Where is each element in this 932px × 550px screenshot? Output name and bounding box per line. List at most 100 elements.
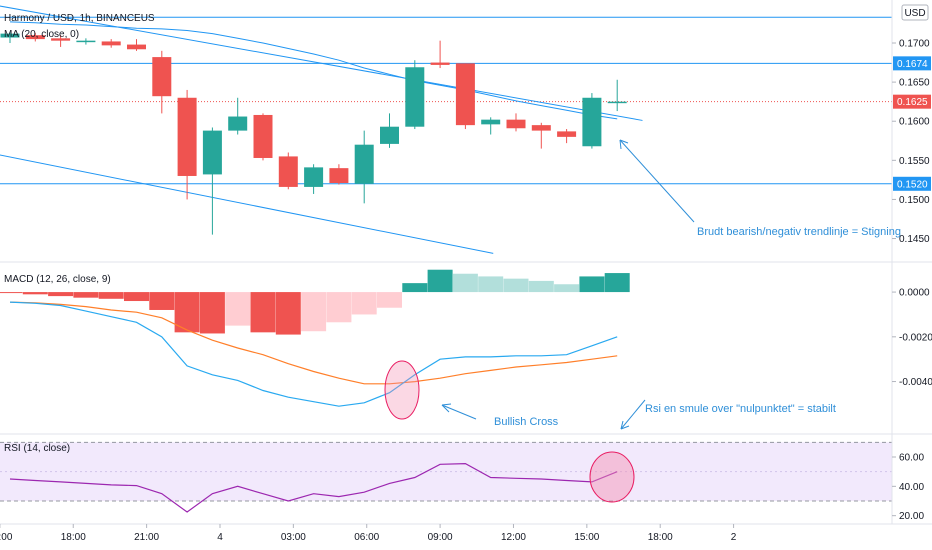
- candle-body: [0, 33, 20, 38]
- price-axis-tick-label: 0.1500: [899, 195, 930, 206]
- rsi-axis-tick-label: 20.00: [899, 511, 924, 522]
- macd-histogram-bar: [503, 278, 529, 293]
- rsi-axis[interactable]: 60.00 40.00 20.00: [892, 453, 924, 523]
- candle[interactable]: [51, 35, 71, 47]
- macd-histogram-bar: [22, 292, 48, 295]
- macd-histogram-bar: [98, 292, 124, 299]
- candle[interactable]: [177, 89, 197, 200]
- time-axis-tick-label: 2: [731, 532, 737, 543]
- candle[interactable]: [101, 39, 121, 48]
- macd-histogram-bar: [149, 292, 175, 310]
- rsi-pane: [0, 441, 892, 513]
- bullish-cross-circle: [384, 360, 420, 420]
- price-tag: 0.1625: [893, 94, 931, 109]
- trendline[interactable]: [0, 0, 643, 121]
- price-axis-tick-label: 0.1450: [899, 234, 930, 245]
- candle-body: [354, 144, 374, 184]
- time-axis-tick-label: 12:00: [501, 532, 526, 543]
- macd-histogram-bar: [604, 273, 630, 293]
- rsi-note: Rsi en smule over "nulpunktet" = stabilt: [645, 403, 836, 415]
- price-tag: 0.1674: [893, 56, 931, 71]
- macd-signal-line[interactable]: [9, 301, 618, 385]
- candle[interactable]: [607, 79, 627, 112]
- candle[interactable]: [0, 32, 20, 44]
- candlesticks: [0, 32, 627, 235]
- rsi-line[interactable]: [9, 462, 618, 513]
- candle[interactable]: [278, 152, 298, 190]
- macd-axis[interactable]: 0.0000 -0.0020 -0.0040: [892, 288, 932, 388]
- candle[interactable]: [329, 164, 349, 185]
- ma-legend[interactable]: MA (20, close, 0): [4, 29, 79, 40]
- candle-body: [25, 35, 45, 40]
- time-axis-tick-label: 21:00: [134, 532, 159, 543]
- candle[interactable]: [304, 164, 324, 194]
- candle[interactable]: [481, 117, 501, 135]
- candle-body: [101, 41, 121, 46]
- price-axis-tick-label: 0.1700: [899, 39, 930, 50]
- rsi-note-arrow: [620, 399, 646, 430]
- trend-break-note: Brudt bearish/negativ trendlinje = Stign…: [697, 226, 901, 238]
- price-tags: 0.1674 0.1625 0.1520: [893, 56, 931, 191]
- candle[interactable]: [228, 97, 248, 135]
- symbol-legend: Harmony / USD, 1h, BINANCEUS: [4, 13, 155, 24]
- time-axis-tick-label: 09:00: [428, 532, 453, 543]
- candle[interactable]: [430, 40, 450, 69]
- price-tag-label: 0.1674: [897, 59, 928, 70]
- time-axis[interactable]: 12:0015:0018:0021:00403:0006:0009:0012:0…: [0, 524, 737, 543]
- currency-badge[interactable]: USD: [901, 4, 929, 21]
- bullish-cross-arrowhead: [441, 403, 452, 413]
- candle[interactable]: [25, 32, 45, 42]
- candle-body: [582, 97, 602, 147]
- candle[interactable]: [354, 130, 374, 204]
- price-pane-bg: [0, 0, 892, 262]
- macd-histogram-bar: [199, 292, 225, 334]
- candle[interactable]: [405, 60, 425, 130]
- price-tag-bg: [893, 176, 931, 191]
- candle[interactable]: [506, 113, 526, 132]
- candle[interactable]: [127, 39, 146, 51]
- candle-body: [455, 63, 475, 126]
- macd-histogram-bar: [402, 283, 428, 293]
- macd-axis-tick-label: 0.0000: [899, 288, 930, 299]
- macd-histogram-bar: [478, 276, 504, 293]
- macd-histogram-bar: [48, 292, 74, 297]
- rsi-group: [0, 441, 892, 513]
- candle[interactable]: [557, 129, 577, 144]
- macd-histogram-bar: [301, 292, 327, 332]
- macd-axis-tick-label: -0.0020: [899, 332, 932, 343]
- macd-histogram-bar: [326, 292, 352, 323]
- macd-line[interactable]: [9, 301, 618, 407]
- time-axis-tick-label: 18:00: [648, 532, 673, 543]
- price-tag-label: 0.1520: [897, 179, 928, 190]
- candle[interactable]: [202, 127, 222, 235]
- candle-body: [127, 44, 146, 50]
- price-axis[interactable]: 0.1700 0.1650 0.1600 0.1550 0.1500 0.1450: [892, 39, 930, 246]
- candle-body: [177, 97, 197, 176]
- candle-body: [329, 168, 349, 184]
- macd-legend[interactable]: MACD (12, 26, close, 9): [4, 274, 111, 285]
- macd-axis-tick-label: -0.0040: [899, 377, 932, 388]
- candle[interactable]: [76, 38, 96, 45]
- candle[interactable]: [380, 113, 399, 148]
- price-tag-label: 0.1625: [897, 97, 928, 108]
- rsi-legend[interactable]: RSI (14, close): [4, 443, 70, 454]
- candle[interactable]: [253, 113, 273, 161]
- macd-histogram-bar: [73, 292, 99, 298]
- macd-histogram-bar: [427, 269, 453, 293]
- candle-body: [51, 38, 71, 41]
- candle[interactable]: [582, 93, 602, 149]
- macd-histogram-bar: [124, 292, 149, 302]
- candle-body: [228, 116, 248, 131]
- candle-body: [304, 167, 324, 187]
- candle[interactable]: [152, 50, 172, 114]
- candle-body: [557, 131, 577, 137]
- ma-line-group: [9, 21, 618, 120]
- candle[interactable]: [455, 63, 475, 130]
- rsi-note-arrowhead: [620, 420, 630, 430]
- trendline[interactable]: [0, 137, 494, 254]
- candle-body: [278, 156, 298, 187]
- rsi-axis-tick-label: 40.00: [899, 482, 924, 493]
- candle[interactable]: [531, 122, 551, 149]
- ma-line[interactable]: [9, 21, 618, 120]
